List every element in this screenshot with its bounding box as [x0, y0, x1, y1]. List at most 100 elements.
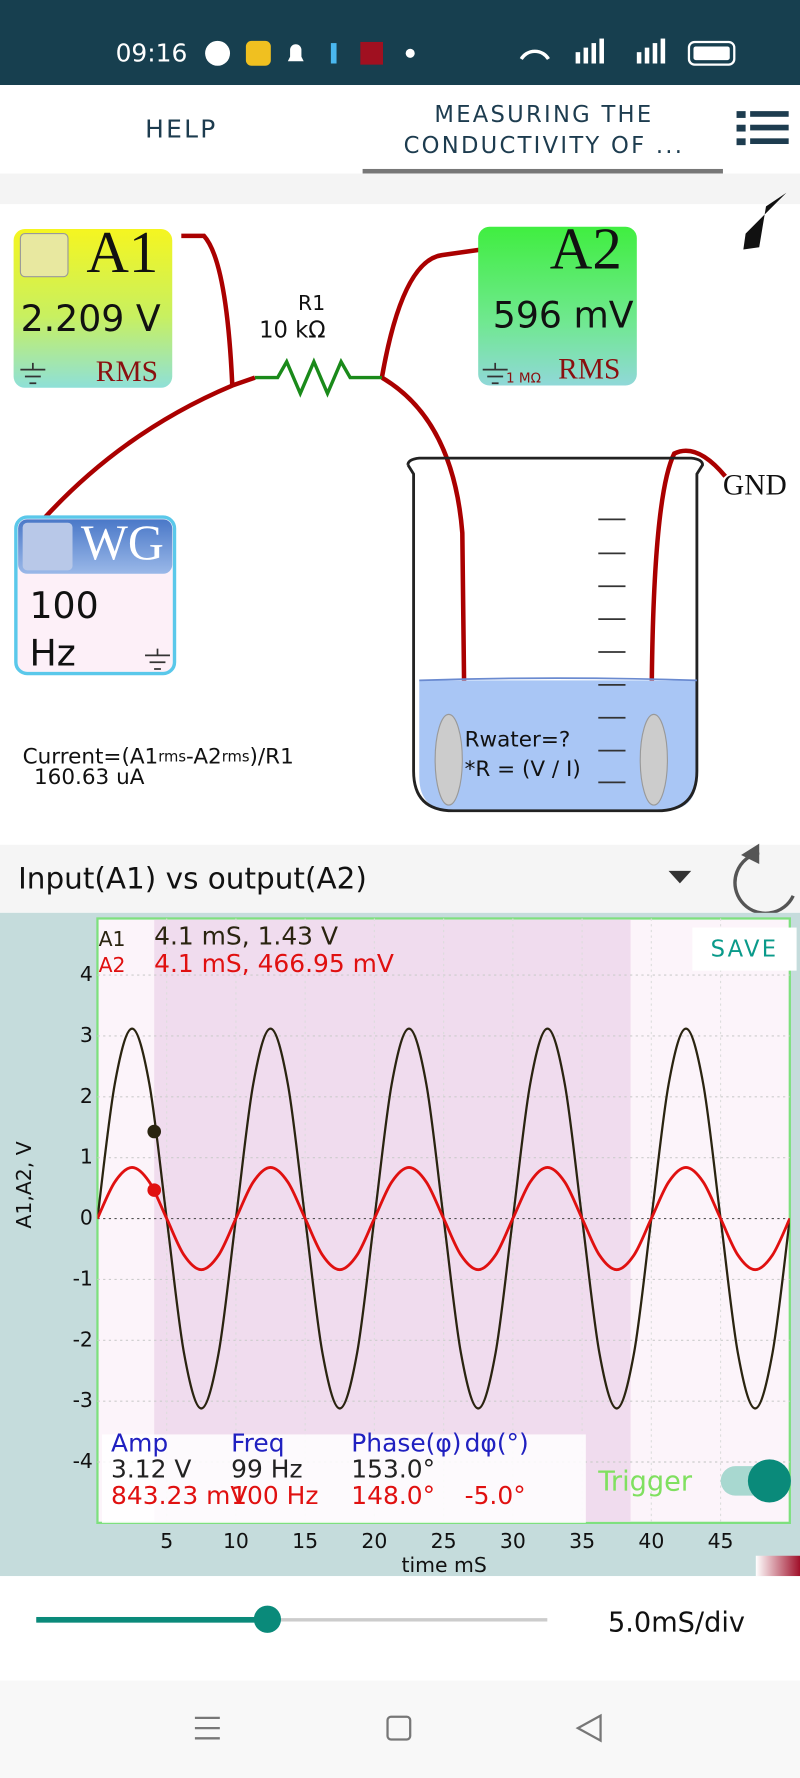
electrode: [639, 713, 668, 806]
trace: [97, 1165, 790, 1272]
a1-mode: RMS: [96, 356, 158, 388]
measure-cell: -5.0°: [465, 1481, 526, 1510]
save-button[interactable]: [692, 927, 797, 971]
measure-cell: 153.0°: [351, 1455, 435, 1484]
edit-icon[interactable]: [743, 192, 787, 250]
water: [419, 680, 697, 811]
current-part: rms: [158, 748, 186, 765]
tab-indicator: [362, 168, 723, 174]
status-bar: [0, 0, 800, 86]
measure-header: Amp: [111, 1429, 168, 1458]
beaker: [406, 456, 704, 813]
x-tick-label: 25: [431, 1529, 457, 1553]
a1-icon: [19, 233, 69, 278]
resistor-name: R1: [298, 291, 325, 315]
tab-active[interactable]: CONDUCTIVITY OF ...: [404, 133, 685, 159]
x-tick-label: 20: [361, 1529, 387, 1553]
resistor-value: 10 kΩ: [259, 318, 325, 344]
cursor-point: [147, 1124, 162, 1139]
current-part: rms: [222, 748, 250, 765]
current-part: )/R1: [250, 744, 294, 769]
measure-header: Phase(φ): [351, 1429, 461, 1458]
cursor-series: A2: [99, 953, 126, 977]
cursor-point: [147, 1183, 162, 1197]
x-tick-label: 5: [160, 1529, 173, 1553]
status-time: 09:16: [116, 38, 188, 67]
tab-help[interactable]: HELP: [145, 114, 217, 143]
slider-bar: [0, 1576, 800, 1681]
a2-impedance: 1 MΩ: [506, 371, 541, 387]
a1-value: 2.209 V: [21, 297, 161, 340]
current-formula: Current=(A1rms-A2rms)/R1: [23, 744, 294, 769]
slider-track: [36, 1618, 548, 1622]
dropdown-arrow[interactable]: [668, 870, 692, 884]
measure-cell: 148.0°: [351, 1481, 435, 1510]
y-tick-label: 0: [80, 1206, 93, 1230]
reset-button[interactable]: [733, 851, 795, 915]
measure-cell: 100 Hz: [231, 1481, 318, 1510]
current-value: 160.63 uA: [34, 765, 145, 790]
cursor-series: A1: [99, 927, 126, 951]
wg-unit: Hz: [29, 631, 75, 674]
y-tick-label: 4: [80, 962, 93, 986]
ground-symbol: [145, 648, 170, 670]
spacer: [0, 173, 800, 205]
gnd-label: GND: [723, 469, 787, 501]
x-tick-label: 10: [223, 1529, 249, 1553]
y-axis-label: A1,A2, V: [12, 1141, 36, 1228]
y-tick-label: 2: [80, 1084, 93, 1108]
current-part: Current=(A1: [23, 744, 159, 769]
y-tick-label: -4: [73, 1449, 93, 1473]
reset-arrow: [741, 843, 760, 865]
x-axis-label: time mS: [402, 1553, 487, 1577]
resistor: [254, 357, 382, 398]
wg-label: WG: [81, 515, 164, 570]
menu-button[interactable]: [736, 111, 789, 146]
measure-header: Freq: [231, 1429, 284, 1458]
measure-panel: [101, 1434, 586, 1523]
a2-value: 596 mV: [493, 293, 634, 336]
measure-cell: 843.23 mV: [111, 1481, 247, 1510]
a2-mode: RMS: [558, 354, 620, 386]
slider-knob[interactable]: [253, 1605, 282, 1633]
wg-icon: [22, 522, 73, 571]
nav-menu[interactable]: [194, 1716, 220, 1740]
trigger-label: Trigger: [597, 1467, 693, 1498]
x-tick-label: 45: [708, 1529, 734, 1553]
x-tick-label: 30: [500, 1529, 526, 1553]
trigger-knob[interactable]: [747, 1459, 791, 1503]
tab-active[interactable]: MEASURING THE: [434, 102, 653, 128]
cursor-readout: 4.1 mS, 1.43 V: [154, 922, 338, 951]
wires: [43, 233, 727, 726]
x-tick-label: 35: [569, 1529, 595, 1553]
save-label[interactable]: SAVE: [711, 937, 779, 963]
nav-back[interactable]: [575, 1713, 602, 1743]
a1-label: A1: [86, 219, 158, 285]
measure-cell: 3.12 V: [111, 1455, 191, 1484]
beaker-note: Rwater=?: [465, 727, 571, 752]
a2-label: A2: [550, 216, 622, 282]
y-tick-label: -1: [73, 1266, 93, 1290]
y-tick-label: 1: [80, 1145, 93, 1169]
cursor-readout: 4.1 mS, 466.95 mV: [154, 949, 394, 978]
status-icons: [205, 38, 736, 66]
a2-box[interactable]: [478, 226, 637, 386]
y-tick-label: -3: [73, 1388, 93, 1412]
y-tick-label: -2: [73, 1327, 93, 1351]
nav-home[interactable]: [386, 1715, 412, 1741]
x-tick-label: 40: [638, 1529, 664, 1553]
measure-cell: 99 Hz: [231, 1455, 302, 1484]
ground-symbol: [20, 362, 46, 385]
grid: [97, 918, 790, 1523]
water-surface: [419, 677, 697, 682]
ground-symbol: [482, 362, 508, 385]
circuit: R1 10 kΩ A1 2.209 V RMS A2 596 mV RMS 1 …: [13, 192, 787, 813]
selector-bar: [0, 844, 800, 913]
color-bar: [755, 1555, 800, 1577]
plot-selector[interactable]: Input(A1) vs output(A2): [18, 861, 367, 895]
y-tick-label: 3: [80, 1023, 93, 1047]
nav-bar: [0, 1680, 800, 1778]
measure-header: dφ(°): [465, 1429, 529, 1458]
